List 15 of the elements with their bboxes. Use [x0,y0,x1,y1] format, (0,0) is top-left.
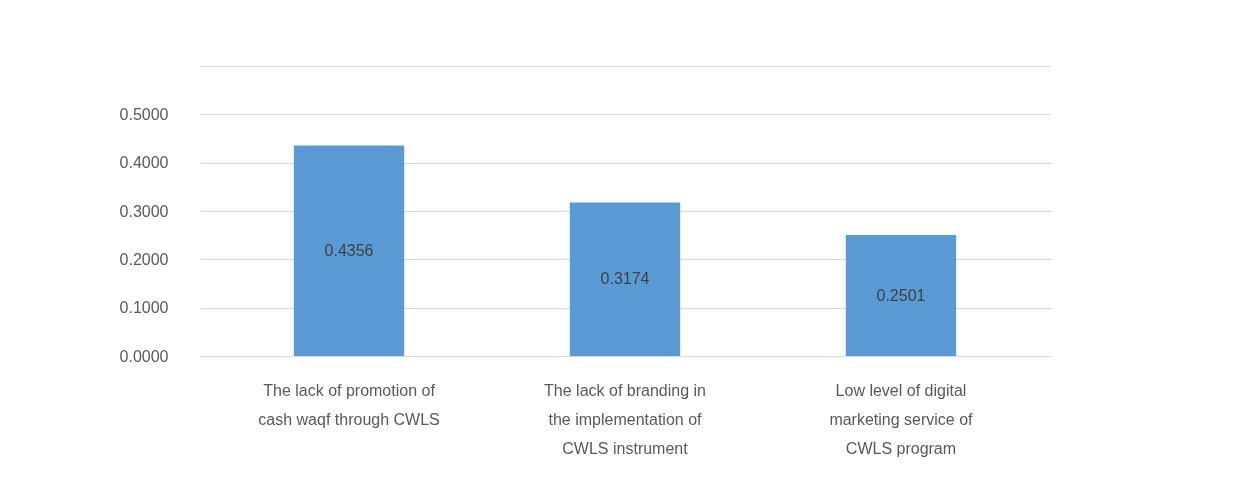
x-tick-label: The lack of branding in the implementation of CWLS instrument [544,381,706,457]
y-tick-label: 0.4000 [119,154,169,172]
y-tick-label: 0.1000 [119,299,169,317]
y-tick-label: 0.3000 [119,202,169,220]
bar [293,145,405,356]
y-tick-label: 0.5000 [119,105,169,123]
x-tick-label: Low level of digital marketing service of CWLS program [829,381,974,457]
x-tick-label: The lack of promotion of cash waqf through CWLS [258,381,440,428]
y-tick-label: 0.0000 [119,347,169,365]
bar [845,235,957,356]
data-label: 0.3174 [600,270,650,288]
y-tick-label: 0.2000 [119,250,169,268]
data-label: 0.4356 [324,241,374,259]
bar [569,202,681,356]
data-label: 0.2501 [876,286,926,304]
